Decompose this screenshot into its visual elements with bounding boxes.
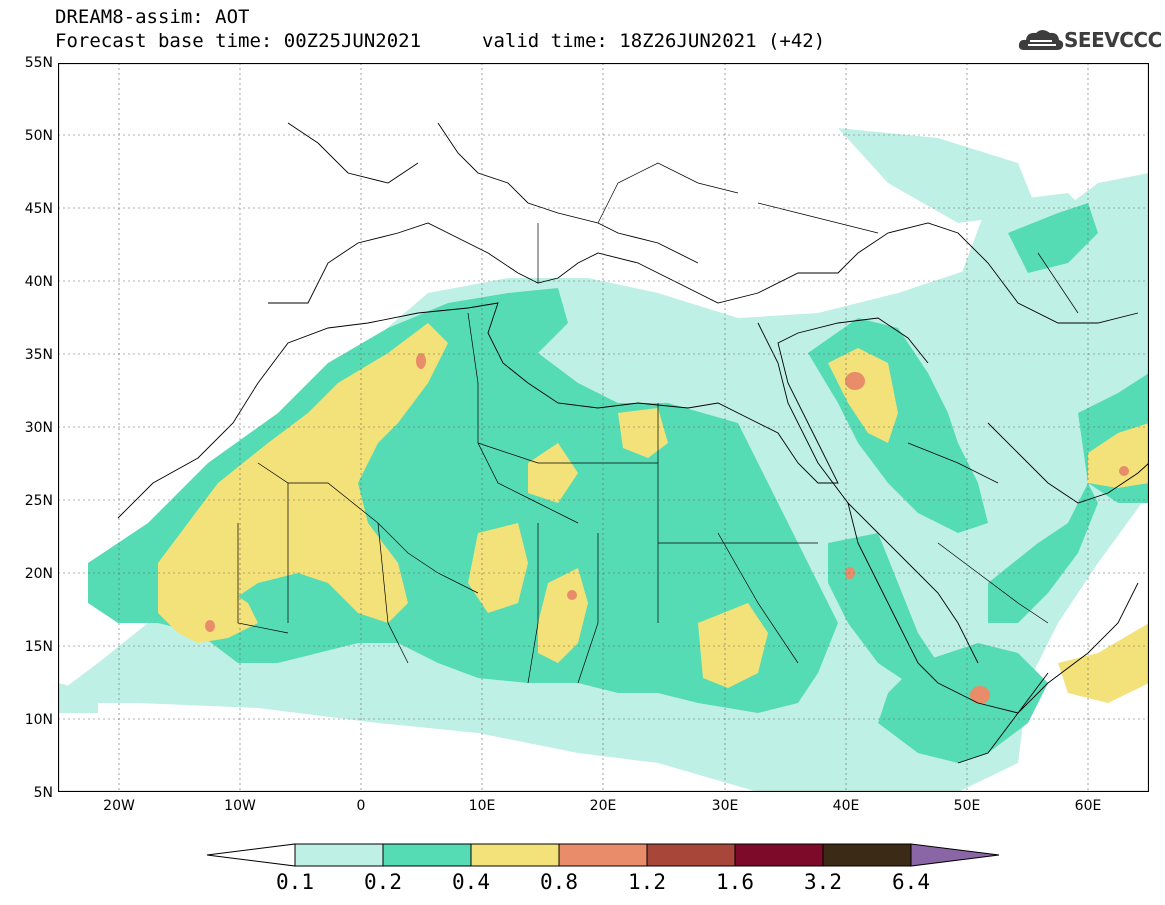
aot-band-0.2 [88, 203, 1149, 763]
aot-band-0.8 [205, 353, 1129, 704]
lat-label: 10N [24, 712, 53, 728]
lat-label: 40N [24, 274, 53, 290]
cloud-icon [1018, 30, 1064, 50]
colorbar-label: 3.2 [804, 870, 842, 894]
graticule [58, 63, 1149, 792]
colorbar-swatch [822, 843, 912, 867]
lat-label: 30N [24, 420, 53, 436]
lon-label: 10W [224, 798, 256, 814]
colorbar-label: 0.8 [540, 870, 578, 894]
map-title: DREAM8-assim: AOT [55, 6, 250, 28]
colorbar-label: 0.2 [364, 870, 402, 894]
forecast-base-time: Forecast base time: 00Z25JUN2021 [55, 30, 422, 52]
lat-label: 15N [24, 639, 53, 655]
lon-label: 60E [1074, 798, 1102, 814]
colorbar-label: 1.2 [628, 870, 666, 894]
colorbar-label: 1.6 [716, 870, 754, 894]
colorbar-label: 0.1 [276, 870, 314, 894]
lon-label: 20E [589, 798, 617, 814]
lon-label: 40E [832, 798, 860, 814]
map-frame [58, 63, 1149, 792]
colorbar [206, 843, 1000, 867]
valid-time: valid time: 18Z26JUN2021 (+42) [482, 30, 826, 52]
lat-label: 5N [33, 785, 53, 801]
colorbar-swatch [470, 843, 560, 867]
lon-label: 10E [468, 798, 496, 814]
lat-label: 45N [24, 201, 53, 217]
lon-label: 0 [356, 798, 366, 814]
colorbar-swatch [558, 843, 648, 867]
lat-label: 25N [24, 493, 53, 509]
colorbar-swatch [646, 843, 736, 867]
colorbar-swatch [734, 843, 824, 867]
seevccc-logo: SEEVCCC [1064, 28, 1162, 52]
colorbar-label: 6.4 [892, 870, 930, 894]
aot-map [58, 63, 1149, 792]
lon-label: 50E [953, 798, 981, 814]
lat-label: 50N [24, 128, 53, 144]
lon-label: 20W [103, 798, 135, 814]
lat-label: 20N [24, 566, 53, 582]
lat-label: 35N [24, 347, 53, 363]
colorbar-swatch [382, 843, 472, 867]
lat-label: 55N [24, 55, 53, 71]
colorbar-swatch [294, 843, 384, 867]
colorbar-label: 0.4 [452, 870, 490, 894]
colorbar-over-triangle [910, 843, 1000, 867]
lon-label: 30E [711, 798, 739, 814]
colorbar-under-triangle [206, 843, 296, 867]
